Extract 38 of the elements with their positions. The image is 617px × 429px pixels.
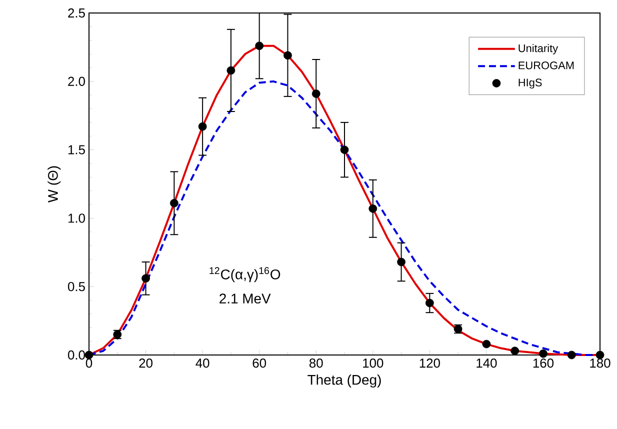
y-tick-label: 0.0	[68, 350, 85, 360]
point	[482, 340, 491, 348]
annotation: $^{12}$C(α,γ)$^{16}$O	[210, 267, 280, 282]
y-tick-label: 2.0	[68, 76, 85, 86]
x-tick-label: 40	[196, 358, 210, 368]
x-tick-label: 160	[533, 358, 554, 368]
x-tick-label: 100	[363, 358, 384, 368]
x-axis-title: Theta (Deg)	[308, 374, 381, 388]
x-tick-label: 120	[420, 358, 440, 368]
legend-label: EUROGAM	[518, 62, 574, 70]
point	[255, 42, 264, 50]
point	[312, 90, 320, 98]
point	[567, 350, 576, 360]
point	[425, 298, 434, 308]
point	[198, 122, 207, 131]
legend-label: Unitarity	[518, 44, 558, 54]
x-tick-label: 20	[139, 358, 152, 368]
x-tick-label: 0	[86, 358, 92, 368]
point	[284, 51, 292, 60]
x-tick-label: 140	[476, 358, 497, 368]
point	[340, 146, 349, 154]
y-tick-label: 1.0	[68, 214, 85, 223]
point	[397, 258, 406, 266]
x-tick-label: 60	[252, 358, 266, 368]
point	[142, 274, 150, 283]
point	[510, 346, 520, 356]
x-tick-label: 80	[309, 358, 323, 368]
annotation: 2.1 MeV	[220, 294, 271, 304]
point	[170, 198, 178, 208]
y-axis-title: W (Θ)	[48, 166, 61, 203]
point	[539, 349, 548, 358]
y-tick-label: 1.5	[68, 145, 85, 154]
x-tick-label: 180	[590, 358, 610, 368]
point	[226, 66, 236, 75]
y-tick-label: 0.5	[68, 282, 85, 292]
point	[368, 204, 378, 213]
legend-label: HIgS	[518, 78, 542, 89]
y-tick-label: 2.5	[68, 8, 85, 18]
